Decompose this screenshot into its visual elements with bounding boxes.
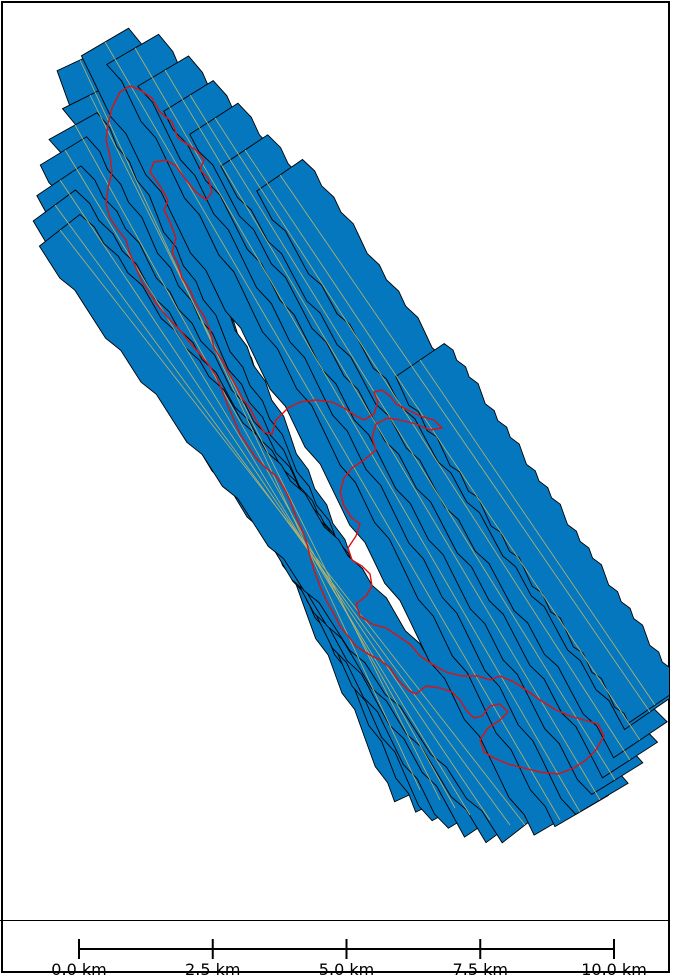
swath-strips [33,28,669,843]
survey-map[interactable] [0,0,669,920]
scale-bar-label: 5.0 km [319,960,374,979]
scale-bar-label: 0.0 km [51,960,106,979]
scale-bar-label: 10.0 km [581,960,647,979]
scale-bar-label: 2.5 km [185,960,240,979]
scale-bar-label: 7.5 km [453,960,508,979]
swath-coverage-map [0,0,669,920]
